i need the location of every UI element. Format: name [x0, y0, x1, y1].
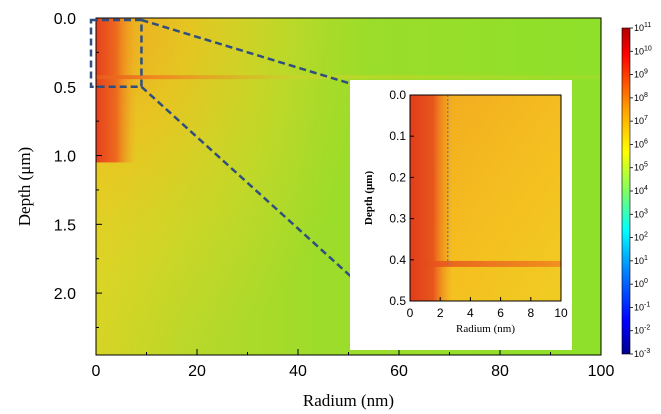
colorbar-tick-exponent: 9: [644, 69, 648, 76]
inset-x-tick-label: 8: [527, 306, 534, 320]
colorbar-tick-exponent: 8: [644, 92, 648, 99]
inset-plot-frame: [409, 94, 562, 302]
colorbar-tick-label: 103: [634, 208, 648, 219]
main-y-axis-title: Depth (μm): [15, 147, 34, 226]
colorbar-tick-base: 10: [634, 233, 644, 243]
main-x-axis-title: Radium (nm): [303, 391, 394, 410]
colorbar-tick-base: 10: [634, 93, 644, 103]
colorbar-tick-label: 101: [634, 255, 648, 266]
colorbar-tick-label: 1010: [634, 45, 652, 56]
inset-heatmap: 0 2 4 6 8 10 0.0 0.1 0.2 0.3 0.4 0.5 Radium (nm) D…: [350, 80, 572, 350]
inset-y-tick-label: 0.2: [389, 170, 406, 184]
inset-x-tick-label: 0: [407, 306, 414, 320]
colorbar-tick-base: 10: [634, 163, 644, 173]
colorbar-tick-exponent: 0: [644, 278, 648, 285]
colorbar-tick-base: 10: [634, 349, 644, 359]
colorbar-tick-base: 10: [634, 209, 644, 219]
inset-y-tick-label: 0.4: [389, 253, 406, 267]
inset-x-tick-label: 4: [467, 306, 474, 320]
main-x-tick-label: 20: [188, 363, 206, 380]
main-x-tick-label: 0: [92, 363, 101, 380]
colorbar-tick-base: 10: [634, 46, 644, 56]
colorbar: 1011101010910810710610510410310210110010…: [621, 22, 652, 359]
main-heatmap-hot-core: [96, 18, 137, 163]
zoom-indicator: [89, 18, 379, 302]
colorbar-tick-label: 10-1: [634, 301, 650, 312]
inset-x-tick-label: 2: [437, 306, 444, 320]
colorbar-tick-base: 10: [634, 302, 644, 312]
colorbar-tick-exponent: -3: [644, 348, 650, 355]
colorbar-tick-base: 10: [634, 70, 644, 80]
colorbar-tick-exponent: -2: [644, 325, 650, 332]
main-heatmap-bright-band: [96, 75, 601, 80]
colorbar-tick-exponent: 6: [644, 138, 648, 145]
main-y-tick-label: 1.5: [54, 217, 76, 234]
colorbar-tick-base: 10: [634, 326, 644, 336]
colorbar-tick-label: 108: [634, 92, 648, 103]
colorbar-tick-base: 10: [634, 23, 644, 33]
colorbar-tick-exponent: 5: [644, 162, 648, 169]
inset-heatmap-hot-core: [410, 95, 453, 301]
colorbar-tick-exponent: 4: [644, 185, 648, 192]
inset-heatmap-bright-band: [410, 260, 561, 267]
main-x-tick-label: 40: [289, 363, 307, 380]
colorbar-tick-base: 10: [634, 116, 644, 126]
colorbar-tick-label: 10-2: [634, 325, 650, 336]
inset-y-tick-label: 0.1: [389, 129, 406, 143]
main-x-tick-label: 80: [491, 363, 509, 380]
main-y-tick-label: 1.0: [54, 149, 76, 166]
inset-y-tick-label: 0.3: [389, 212, 406, 226]
colorbar-tick-label: 106: [634, 138, 648, 149]
colorbar-gradient: [621, 27, 631, 355]
main-x-tick-label: 100: [588, 363, 615, 380]
colorbar-tick-label: 102: [634, 232, 648, 243]
main-y-tick-label: 0.5: [54, 80, 76, 97]
colorbar-tick-exponent: 3: [644, 208, 648, 215]
inset-x-tick-label: 10: [554, 306, 568, 320]
colorbar-tick-exponent: 2: [644, 232, 648, 239]
colorbar-tick-base: 10: [634, 139, 644, 149]
colorbar-tick-exponent: 7: [644, 115, 648, 122]
colorbar-tick-base: 10: [634, 256, 644, 266]
colorbar-tick-base: 10: [634, 279, 644, 289]
colorbar-tick-label: 105: [634, 162, 648, 173]
inset-y-tick-label: 0.5: [389, 294, 406, 308]
colorbar-tick-label: 109: [634, 69, 648, 80]
colorbar-tick-exponent: 10: [644, 45, 652, 52]
inset-x-axis-title: Radium (nm): [456, 323, 515, 335]
colorbar-tick-label: 10-3: [634, 348, 650, 359]
main-y-tick-label: 0.0: [54, 11, 76, 28]
inset-x-tick-label: 6: [497, 306, 504, 320]
inset-y-axis-title: Depth (μm): [363, 171, 375, 226]
colorbar-tick-label: 100: [634, 278, 648, 289]
colorbar-tick-label: 104: [634, 185, 648, 196]
colorbar-tick-base: 10: [634, 186, 644, 196]
colorbar-tick-exponent: 1: [644, 255, 648, 262]
colorbar-tick-label: 1011: [634, 22, 651, 33]
main-y-tick-label: 2.0: [54, 286, 76, 303]
colorbar-tick-label: 107: [634, 115, 648, 126]
main-x-tick-label: 60: [390, 363, 408, 380]
colorbar-tick-exponent: 11: [644, 22, 651, 29]
colorbar-tick-exponent: -1: [644, 301, 650, 308]
zoom-connector-bottom: [140, 85, 379, 302]
zoom-connector-top: [141, 18, 379, 94]
inset-y-tick-label: 0.0: [389, 88, 406, 102]
zoom-box: [89, 18, 143, 89]
